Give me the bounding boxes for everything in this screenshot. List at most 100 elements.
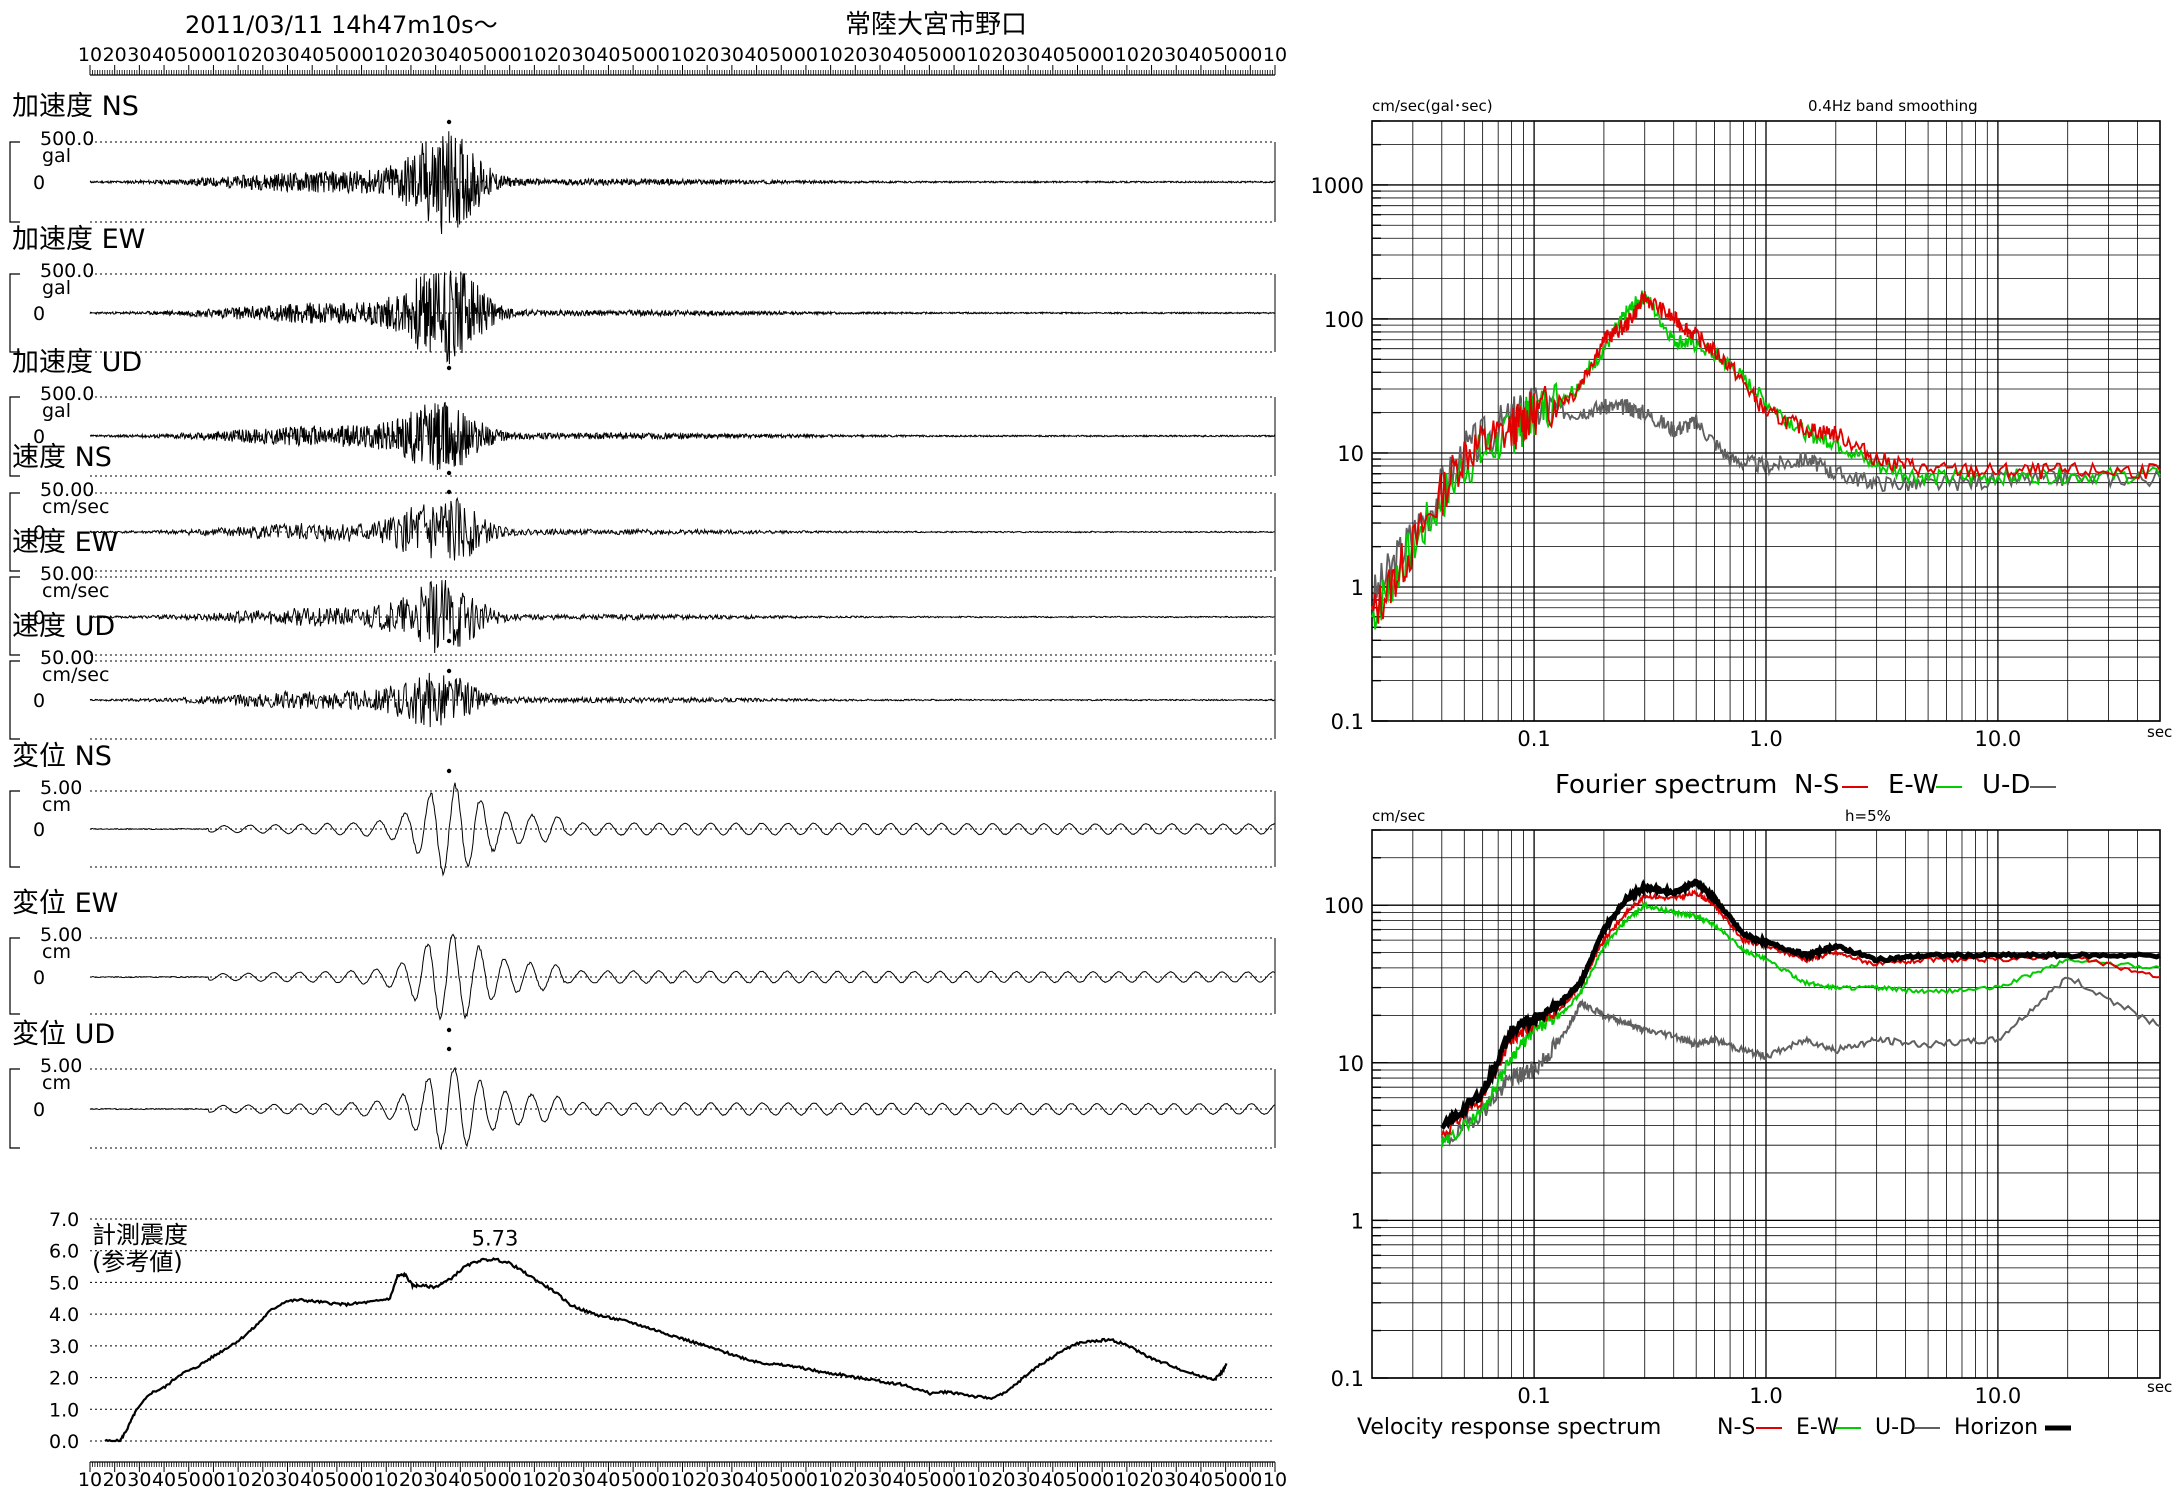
time-tick-label: 30 bbox=[1164, 1469, 1188, 1491]
trace-unit-label: cm/sec bbox=[42, 496, 109, 518]
fourier-spectrum-chart: cm/sec(gal･sec) 0.4Hz band smoothing sec… bbox=[1311, 97, 2173, 800]
trace-zero-label: 0 bbox=[33, 522, 45, 544]
time-tick-label: 40 bbox=[744, 1469, 768, 1491]
peak-marker bbox=[446, 470, 452, 476]
series-line-u-d bbox=[1440, 976, 2161, 1147]
time-tick-label: 10 bbox=[226, 1469, 250, 1491]
intensity-ytick-label: 1.0 bbox=[49, 1399, 79, 1421]
trace-label: 加速度 EW bbox=[12, 224, 145, 255]
time-tick-label: 20 bbox=[695, 44, 719, 66]
y-tick-label: 10 bbox=[1337, 1052, 1364, 1076]
time-tick-label: 20 bbox=[843, 1469, 867, 1491]
time-tick-label: 30 bbox=[868, 1469, 892, 1491]
intensity-ytick-label: 0.0 bbox=[49, 1431, 79, 1453]
record-datetime: 2011/03/11 14h47m10s～ bbox=[185, 11, 498, 39]
time-tick-label: 00 bbox=[1238, 1469, 1262, 1491]
time-tick-label: 50 bbox=[473, 1469, 497, 1491]
time-tick-label: 40 bbox=[1041, 1469, 1065, 1491]
y-tick-label: 0.1 bbox=[1331, 1367, 1364, 1391]
series-line-horizon bbox=[1440, 878, 2161, 1130]
trace-bracket bbox=[9, 1068, 20, 1149]
time-tick-label: 10 bbox=[374, 1469, 398, 1491]
time-tick-label: 10 bbox=[78, 1469, 102, 1491]
legend-label-horizon: Horizon bbox=[1954, 1415, 2038, 1440]
x-tick-label: 10.0 bbox=[1975, 727, 2022, 751]
intensity-line bbox=[104, 1257, 1228, 1443]
fourier-unit-label: cm/sec(gal･sec) bbox=[1372, 97, 1493, 115]
y-tick-label: 1 bbox=[1351, 576, 1364, 600]
trace-bracket bbox=[9, 660, 20, 740]
time-tick-label: 00 bbox=[794, 44, 818, 66]
time-tick-label: 10 bbox=[1263, 44, 1287, 66]
time-tick-label: 50 bbox=[769, 1469, 793, 1491]
time-tick-label: 40 bbox=[596, 1469, 620, 1491]
legend-label-e-w: E-W bbox=[1796, 1415, 1839, 1440]
time-tick-label: 00 bbox=[349, 1469, 373, 1491]
trace-scale-label: 500.0 bbox=[40, 128, 94, 150]
trace-zero-label: 0 bbox=[33, 819, 45, 841]
time-tick-label: 50 bbox=[621, 1469, 645, 1491]
trace-label: 変位 EW bbox=[12, 888, 118, 919]
time-tick-label: 10 bbox=[670, 44, 694, 66]
time-tick-label: 40 bbox=[448, 1469, 472, 1491]
time-tick-label: 30 bbox=[720, 1469, 744, 1491]
waveform-line bbox=[89, 402, 1276, 471]
trace-bracket bbox=[9, 273, 20, 353]
time-tick-label: 00 bbox=[794, 1469, 818, 1491]
time-tick-label: 50 bbox=[473, 44, 497, 66]
time-tick-label: 30 bbox=[424, 1469, 448, 1491]
intensity-subtitle: (参考値) bbox=[92, 1248, 183, 1276]
time-tick-label: 50 bbox=[1065, 1469, 1089, 1491]
time-tick-label: 00 bbox=[498, 1469, 522, 1491]
time-tick-label: 30 bbox=[275, 1469, 299, 1491]
trace-bracket bbox=[9, 492, 20, 572]
intensity-ytick-label: 4.0 bbox=[49, 1304, 79, 1326]
time-tick-label: 10 bbox=[819, 1469, 843, 1491]
trace-label: 加速度 NS bbox=[12, 91, 139, 122]
time-tick-label: 40 bbox=[596, 44, 620, 66]
legend-label-u-d: U-D bbox=[1982, 770, 2030, 800]
time-tick-label: 00 bbox=[1090, 44, 1114, 66]
trace-bracket bbox=[9, 141, 20, 223]
fourier-legend: N-S E-W U-D bbox=[1794, 770, 2056, 800]
peak-marker bbox=[446, 1046, 452, 1052]
trace-zero-label: 0 bbox=[33, 1099, 45, 1121]
response-unit-label: cm/sec bbox=[1372, 807, 1425, 825]
trace-label: 変位 UD bbox=[12, 1019, 115, 1050]
y-tick-label: 1000 bbox=[1311, 174, 1364, 198]
x-tick-label: 0.1 bbox=[1517, 727, 1550, 751]
time-tick-label: 50 bbox=[917, 1469, 941, 1491]
trace-unit-label: cm bbox=[42, 794, 71, 816]
time-tick-label: 40 bbox=[1189, 44, 1213, 66]
trace-scale-label: 50.00 bbox=[40, 647, 94, 669]
response-damping-note: h=5% bbox=[1845, 807, 1891, 825]
y-tick-label: 1 bbox=[1351, 1209, 1364, 1233]
waveform-line bbox=[89, 580, 1275, 654]
time-tick-label: 40 bbox=[152, 1469, 176, 1491]
time-tick-label: 10 bbox=[1263, 1469, 1287, 1491]
trace-unit-label: cm bbox=[42, 941, 71, 963]
time-tick-label: 00 bbox=[1090, 1469, 1114, 1491]
intensity-ytick-label: 3.0 bbox=[49, 1336, 79, 1358]
time-tick-label: 30 bbox=[1016, 1469, 1040, 1491]
trace-zero-label: 0 bbox=[33, 607, 45, 629]
trace-zero-label: 0 bbox=[33, 172, 45, 194]
plot-frame bbox=[1371, 829, 2161, 1379]
time-tick-label: 20 bbox=[399, 44, 423, 66]
trace-bracket bbox=[9, 937, 20, 1015]
legend-label-u-d: U-D bbox=[1875, 1415, 1916, 1440]
time-tick-label: 10 bbox=[78, 44, 102, 66]
waveform-line bbox=[89, 131, 1276, 235]
peak-marker bbox=[446, 638, 452, 644]
peak-marker bbox=[446, 119, 452, 125]
time-tick-label: 50 bbox=[325, 44, 349, 66]
time-tick-label: 20 bbox=[547, 1469, 571, 1491]
fourier-smoothing-note: 0.4Hz band smoothing bbox=[1808, 97, 1978, 115]
time-tick-label: 50 bbox=[177, 44, 201, 66]
waveform-line bbox=[89, 496, 1275, 561]
